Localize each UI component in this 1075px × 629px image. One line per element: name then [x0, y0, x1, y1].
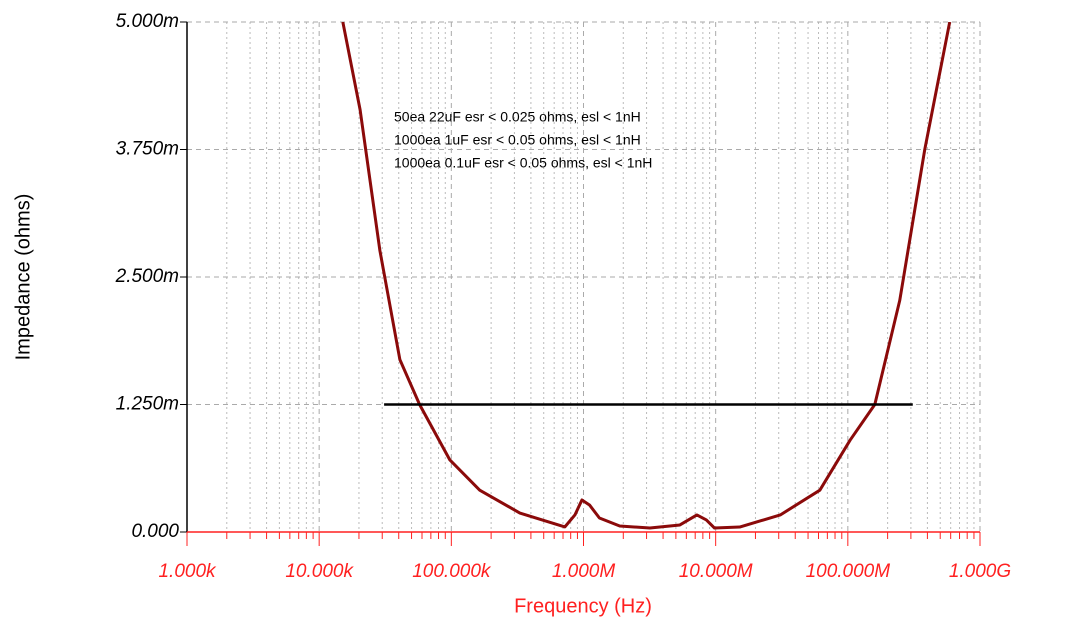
- axes: 0.000 1.250m 2.500m 3.750m 5.000m 1.000k 10.00…: [115, 11, 1012, 582]
- y-tick-label: 1.250m: [116, 394, 179, 415]
- x-tick-label: 1.000M: [552, 561, 616, 582]
- x-tick-label: 100.000M: [806, 561, 891, 582]
- y-tick-label: 5.000m: [116, 11, 179, 32]
- x-tick-label: 1.000k: [158, 561, 217, 582]
- x-tick-label: 1.000G: [949, 561, 1011, 582]
- annotation: 1000ea 1uF esr < 0.05 ohms, esl < 1nH: [394, 132, 641, 148]
- series-line: [341, 22, 952, 530]
- x-tick-label: 10.000k: [285, 561, 354, 582]
- x-axis-label: Frequency (Hz): [514, 595, 652, 617]
- y-tick-label: 0.000: [131, 521, 179, 542]
- y-axis-label: Impedance (ohms): [12, 194, 34, 361]
- y-tick-label: 3.750m: [116, 139, 179, 160]
- y-tick-label: 2.500m: [115, 266, 179, 287]
- x-tick-label: 10.000M: [679, 561, 753, 582]
- grid: [186, 21, 981, 533]
- plot-area: [341, 22, 952, 530]
- annotation: 50ea 22uF esr < 0.025 ohms, esl < 1nH: [394, 109, 641, 125]
- x-tick-label: 100.000k: [412, 561, 492, 582]
- annotation: 1000ea 0.1uF esr < 0.05 ohms, esl < 1nH: [394, 155, 652, 171]
